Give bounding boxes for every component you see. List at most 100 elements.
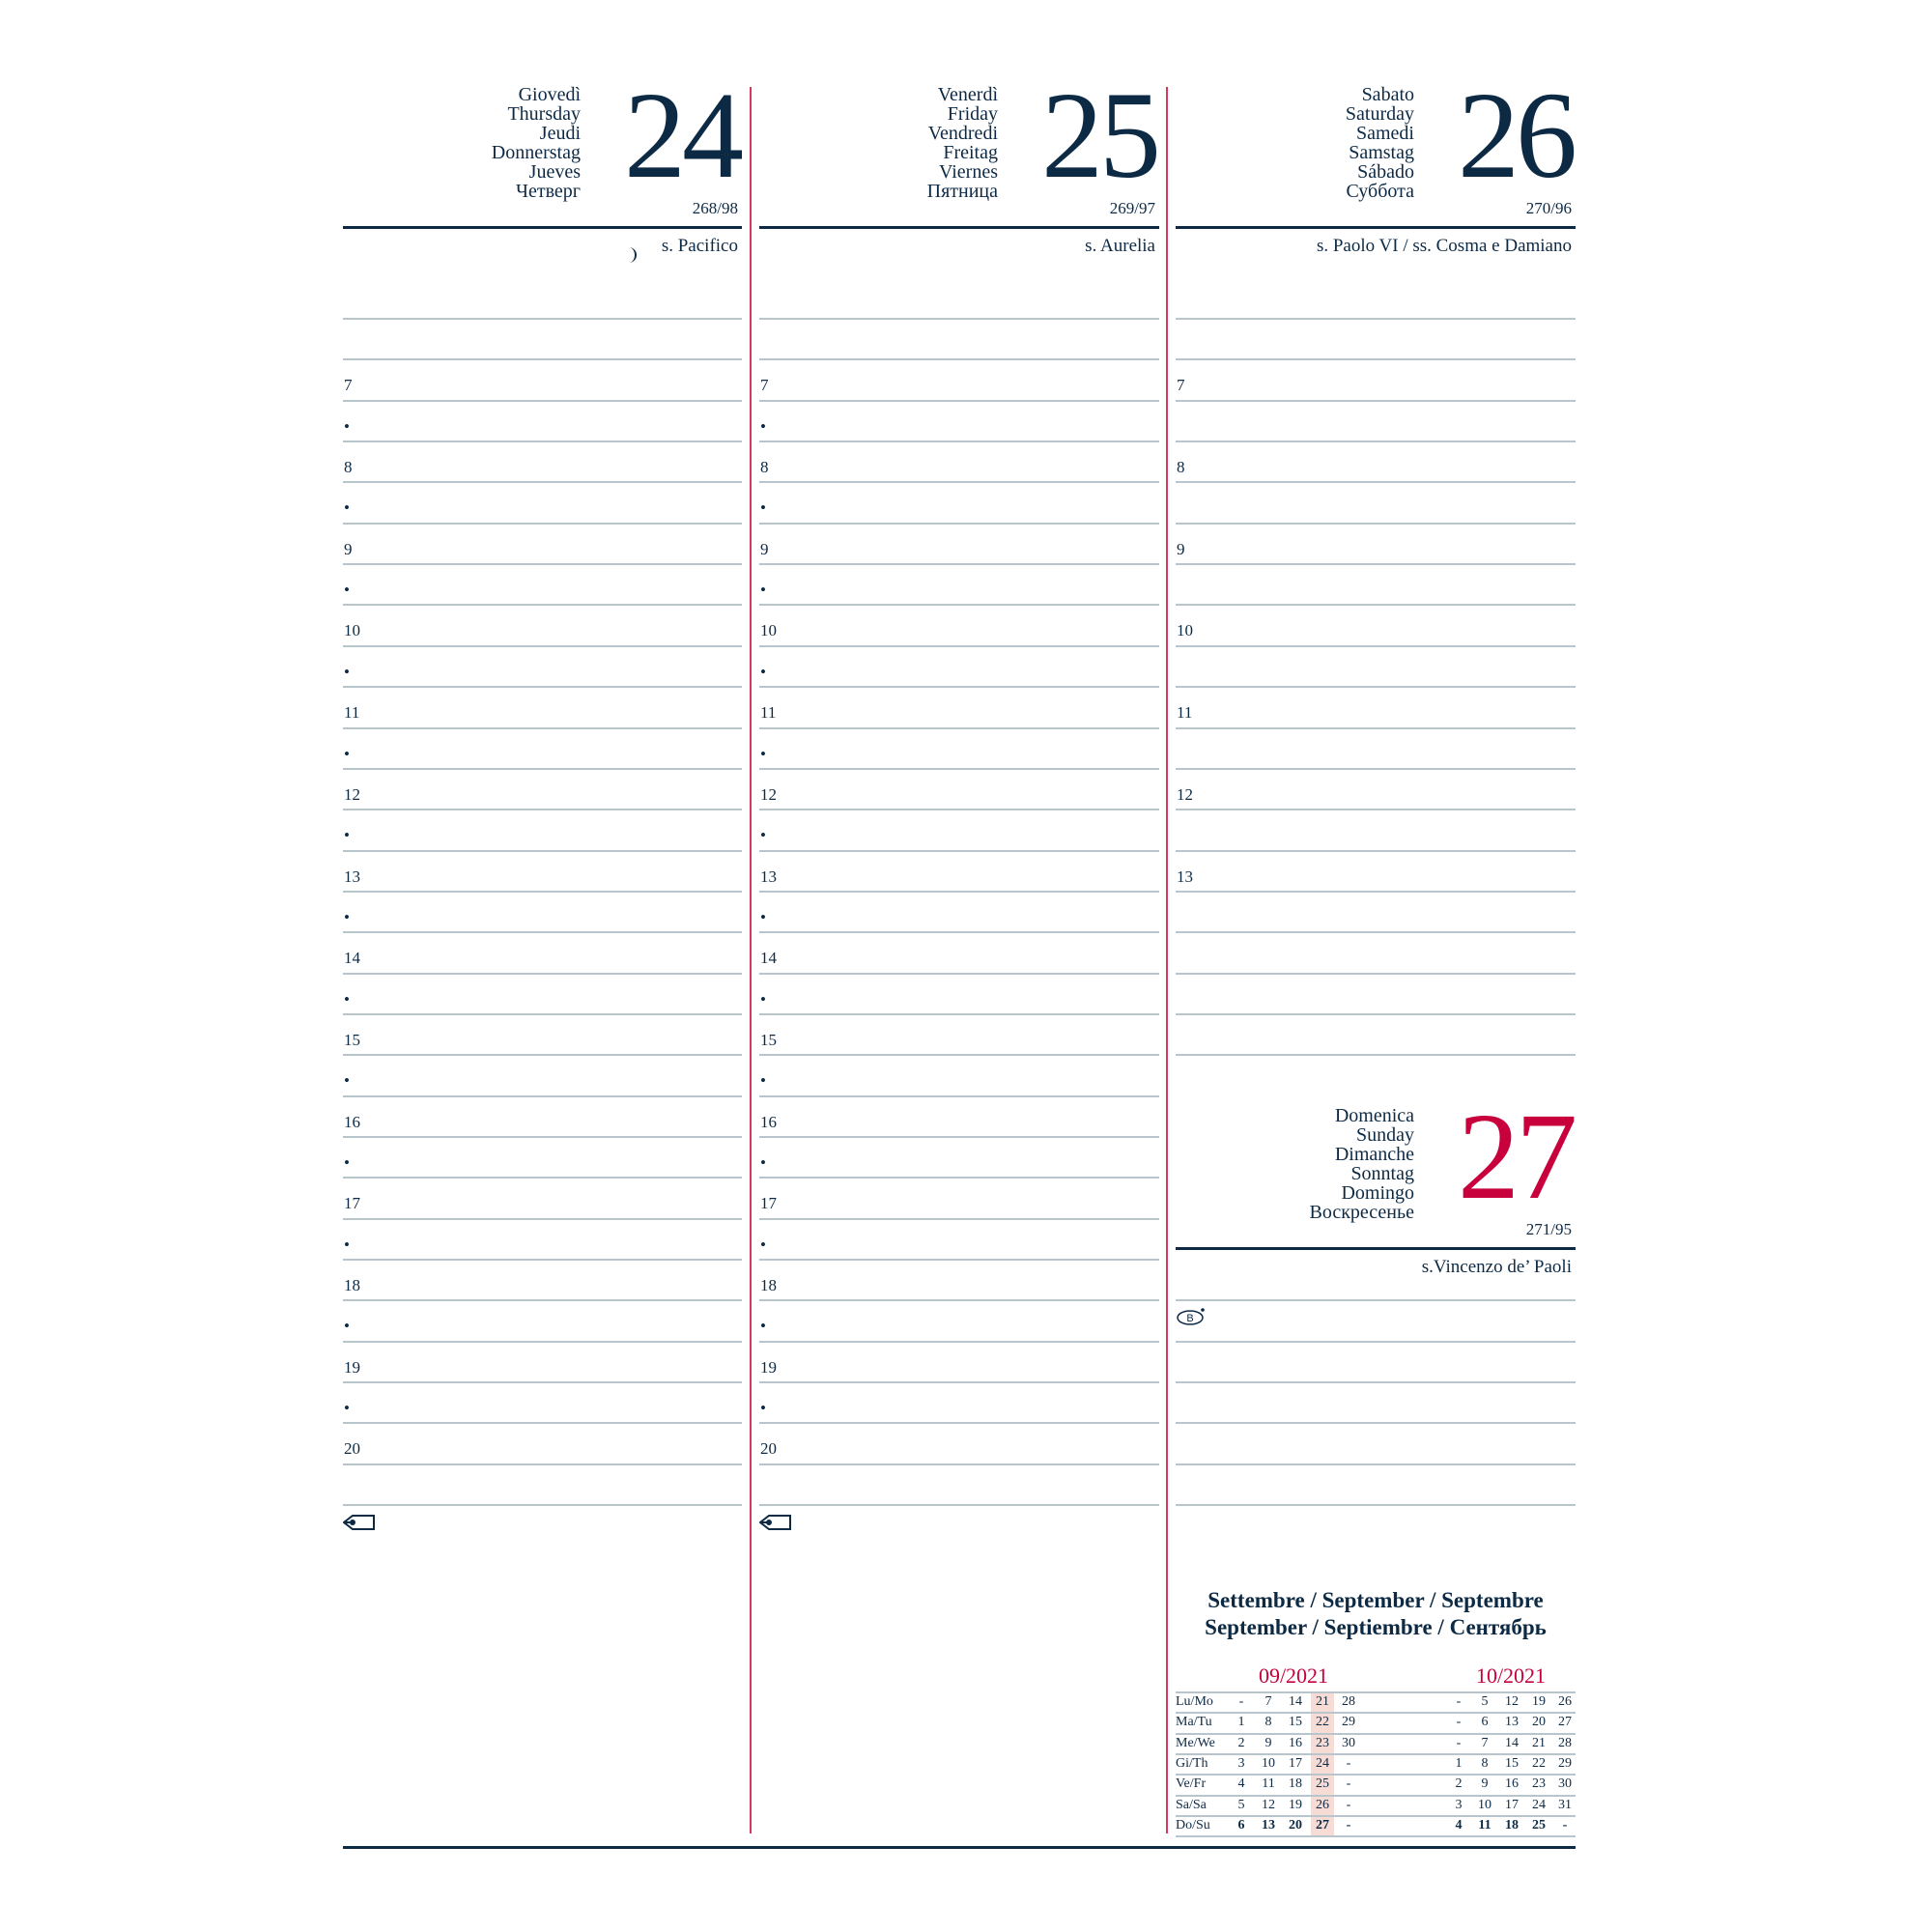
- hour-label[interactable]: 15: [344, 1030, 360, 1049]
- hour-label[interactable]: 15: [760, 1030, 777, 1049]
- calendar-date[interactable]: 26: [1316, 1797, 1329, 1812]
- hour-label[interactable]: 16: [344, 1112, 360, 1131]
- hour-label[interactable]: 13: [760, 867, 777, 886]
- calendar-date[interactable]: 15: [1505, 1755, 1519, 1771]
- half-hour-dot[interactable]: •: [760, 1317, 766, 1336]
- calendar-date[interactable]: 20: [1289, 1817, 1302, 1833]
- half-hour-dot[interactable]: •: [760, 1235, 766, 1254]
- half-hour-dot[interactable]: •: [344, 989, 350, 1009]
- calendar-date[interactable]: 6: [1481, 1715, 1489, 1730]
- calendar-date[interactable]: -: [1346, 1817, 1351, 1833]
- half-hour-dot[interactable]: •: [760, 498, 766, 518]
- half-hour-dot[interactable]: •: [344, 1235, 350, 1254]
- calendar-date[interactable]: 7: [1264, 1694, 1272, 1709]
- calendar-date[interactable]: 21: [1532, 1735, 1546, 1750]
- hour-label[interactable]: 20: [760, 1439, 777, 1459]
- calendar-date[interactable]: 28: [1342, 1694, 1355, 1709]
- calendar-date[interactable]: -: [1456, 1735, 1462, 1750]
- hour-label[interactable]: 10: [760, 621, 777, 640]
- half-hour-dot[interactable]: •: [760, 581, 766, 600]
- hour-label[interactable]: 10: [1177, 621, 1193, 640]
- calendar-date[interactable]: 8: [1264, 1715, 1272, 1730]
- hour-label[interactable]: 20: [344, 1439, 360, 1459]
- calendar-date[interactable]: 23: [1316, 1735, 1329, 1750]
- calendar-date[interactable]: -: [1238, 1694, 1244, 1709]
- half-hour-dot[interactable]: •: [344, 1317, 350, 1336]
- calendar-date[interactable]: 10: [1262, 1755, 1275, 1771]
- hour-label[interactable]: 16: [760, 1112, 777, 1131]
- hour-label[interactable]: 19: [760, 1357, 777, 1377]
- hour-label[interactable]: 17: [760, 1194, 777, 1213]
- calendar-date[interactable]: 7: [1481, 1735, 1489, 1750]
- half-hour-dot[interactable]: •: [344, 1071, 350, 1091]
- calendar-date[interactable]: 3: [1455, 1797, 1463, 1812]
- calendar-date[interactable]: 15: [1289, 1715, 1302, 1730]
- calendar-date[interactable]: 30: [1558, 1776, 1572, 1792]
- hour-label[interactable]: 12: [344, 784, 360, 804]
- calendar-date[interactable]: 31: [1558, 1797, 1572, 1812]
- calendar-date[interactable]: 18: [1289, 1776, 1302, 1792]
- calendar-date[interactable]: 17: [1505, 1797, 1519, 1812]
- half-hour-dot[interactable]: •: [760, 1399, 766, 1418]
- calendar-date[interactable]: 12: [1262, 1797, 1275, 1812]
- calendar-date[interactable]: 2: [1237, 1735, 1245, 1750]
- calendar-date[interactable]: 22: [1532, 1755, 1546, 1771]
- calendar-date[interactable]: 9: [1481, 1776, 1489, 1792]
- hour-label[interactable]: 8: [760, 458, 769, 477]
- calendar-date[interactable]: 9: [1264, 1735, 1272, 1750]
- calendar-date[interactable]: 29: [1558, 1755, 1572, 1771]
- half-hour-dot[interactable]: •: [344, 1399, 350, 1418]
- hour-label[interactable]: 13: [344, 867, 360, 886]
- half-hour-dot[interactable]: •: [760, 662, 766, 681]
- calendar-date[interactable]: -: [1346, 1755, 1351, 1771]
- half-hour-dot[interactable]: •: [344, 416, 350, 436]
- hour-label[interactable]: 17: [344, 1194, 360, 1213]
- hour-label[interactable]: 7: [1177, 376, 1185, 395]
- calendar-date[interactable]: 21: [1316, 1694, 1329, 1709]
- half-hour-dot[interactable]: •: [760, 826, 766, 845]
- calendar-date[interactable]: 29: [1342, 1715, 1355, 1730]
- calendar-date[interactable]: 24: [1316, 1755, 1329, 1771]
- calendar-date[interactable]: -: [1562, 1817, 1568, 1833]
- calendar-date[interactable]: 18: [1505, 1817, 1519, 1833]
- hour-label[interactable]: 8: [344, 458, 353, 477]
- hour-label[interactable]: 14: [344, 949, 360, 968]
- calendar-date[interactable]: -: [1346, 1797, 1351, 1812]
- calendar-date[interactable]: 14: [1505, 1735, 1519, 1750]
- hour-label[interactable]: 12: [1177, 784, 1193, 804]
- calendar-date[interactable]: 27: [1558, 1715, 1572, 1730]
- hour-label[interactable]: 19: [344, 1357, 360, 1377]
- calendar-date[interactable]: 1: [1455, 1755, 1463, 1771]
- calendar-date[interactable]: 8: [1481, 1755, 1489, 1771]
- half-hour-dot[interactable]: •: [344, 826, 350, 845]
- hour-label[interactable]: 13: [1177, 867, 1193, 886]
- calendar-date[interactable]: 24: [1532, 1797, 1546, 1812]
- calendar-date[interactable]: 25: [1532, 1817, 1546, 1833]
- half-hour-dot[interactable]: •: [760, 1071, 766, 1091]
- calendar-date[interactable]: 10: [1478, 1797, 1492, 1812]
- hour-label[interactable]: 7: [760, 376, 769, 395]
- calendar-date[interactable]: 11: [1262, 1776, 1275, 1792]
- calendar-date[interactable]: 30: [1342, 1735, 1355, 1750]
- calendar-date[interactable]: 4: [1455, 1817, 1463, 1833]
- hour-label[interactable]: 10: [344, 621, 360, 640]
- calendar-date[interactable]: 13: [1262, 1817, 1275, 1833]
- hour-label[interactable]: 9: [1177, 539, 1185, 558]
- hour-label[interactable]: 8: [1177, 458, 1185, 477]
- half-hour-dot[interactable]: •: [760, 907, 766, 926]
- half-hour-dot[interactable]: •: [344, 744, 350, 763]
- half-hour-dot[interactable]: •: [344, 1153, 350, 1172]
- half-hour-dot[interactable]: •: [344, 907, 350, 926]
- calendar-date[interactable]: 6: [1237, 1817, 1245, 1833]
- half-hour-dot[interactable]: •: [344, 662, 350, 681]
- calendar-date[interactable]: 19: [1289, 1797, 1302, 1812]
- calendar-date[interactable]: 17: [1289, 1755, 1302, 1771]
- calendar-date[interactable]: 5: [1481, 1694, 1489, 1709]
- hour-label[interactable]: 9: [760, 539, 769, 558]
- calendar-date[interactable]: 20: [1532, 1715, 1546, 1730]
- calendar-date[interactable]: 28: [1558, 1735, 1572, 1750]
- calendar-date[interactable]: -: [1456, 1694, 1462, 1709]
- hour-label[interactable]: 11: [1177, 703, 1193, 723]
- half-hour-dot[interactable]: •: [760, 989, 766, 1009]
- calendar-date[interactable]: 19: [1532, 1694, 1546, 1709]
